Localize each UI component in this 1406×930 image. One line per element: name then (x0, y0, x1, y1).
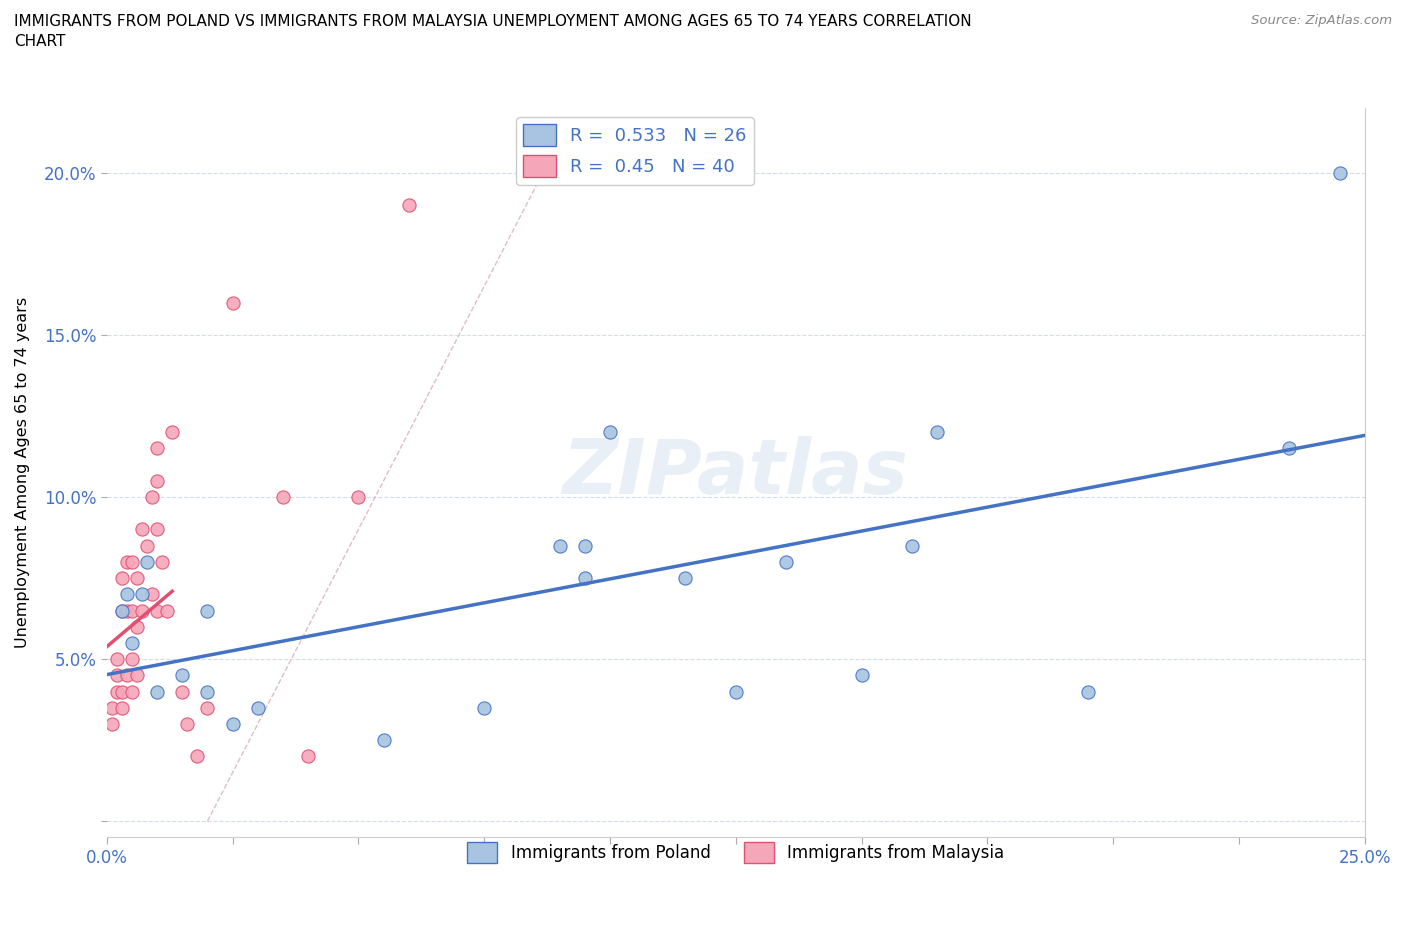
Point (246, 700, 269, 715)
Point (141, 489, 163, 504)
Point (297, 749, 319, 764)
Point (176, 716, 198, 731)
Point (775, 554, 797, 569)
Point (121, 554, 143, 569)
Legend: Immigrants from Poland, Immigrants from Malaysia: Immigrants from Poland, Immigrants from … (461, 835, 1011, 870)
Point (115, 554, 138, 569)
Point (115, 587, 138, 602)
Point (186, 749, 208, 764)
Point (131, 587, 153, 602)
Point (156, 603, 179, 618)
Text: IMMIGRANTS FROM POLAND VS IMMIGRANTS FROM MALAYSIA UNEMPLOYMENT AMONG AGES 65 TO: IMMIGRANTS FROM POLAND VS IMMIGRANTS FRO… (14, 14, 972, 48)
Point (125, 571, 148, 586)
Point (1329, 166, 1351, 180)
Point (131, 603, 153, 618)
Point (121, 603, 143, 618)
Point (146, 603, 169, 618)
Point (115, 603, 138, 618)
Point (136, 554, 159, 569)
Point (121, 652, 143, 667)
Point (115, 668, 138, 683)
Point (131, 522, 153, 537)
Point (347, 489, 370, 504)
Point (851, 668, 873, 683)
Point (472, 700, 495, 715)
Y-axis label: Unemployment Among Ages 65 to 74 years: Unemployment Among Ages 65 to 74 years (15, 298, 30, 648)
Point (724, 684, 747, 699)
Point (172, 668, 194, 683)
Point (574, 538, 596, 553)
Point (150, 554, 173, 569)
Point (146, 441, 169, 456)
Point (111, 700, 134, 715)
Point (599, 425, 621, 440)
Point (373, 733, 395, 748)
Point (101, 716, 124, 731)
Point (146, 473, 169, 488)
Point (271, 489, 294, 504)
Point (221, 716, 243, 731)
Point (574, 571, 596, 586)
Point (146, 522, 169, 537)
Point (197, 603, 219, 618)
Point (1077, 684, 1099, 699)
Point (675, 571, 697, 586)
Point (125, 668, 148, 683)
Point (125, 619, 148, 634)
Point (111, 684, 134, 699)
Point (146, 684, 169, 699)
Point (548, 538, 571, 553)
Point (111, 603, 134, 618)
Point (105, 668, 128, 683)
Point (105, 684, 128, 699)
Point (111, 571, 134, 586)
Point (398, 198, 420, 213)
Point (197, 684, 219, 699)
Point (121, 684, 143, 699)
Point (105, 652, 128, 667)
Point (1278, 441, 1301, 456)
Point (221, 295, 243, 310)
Point (101, 700, 124, 715)
Text: ZIPatlas: ZIPatlas (562, 436, 908, 510)
Point (121, 635, 143, 650)
Text: Source: ZipAtlas.com: Source: ZipAtlas.com (1251, 14, 1392, 27)
Point (172, 684, 194, 699)
Point (141, 587, 163, 602)
Point (901, 538, 924, 553)
Point (160, 425, 183, 440)
Point (111, 603, 134, 618)
Point (136, 538, 159, 553)
Point (197, 700, 219, 715)
Point (925, 425, 948, 440)
